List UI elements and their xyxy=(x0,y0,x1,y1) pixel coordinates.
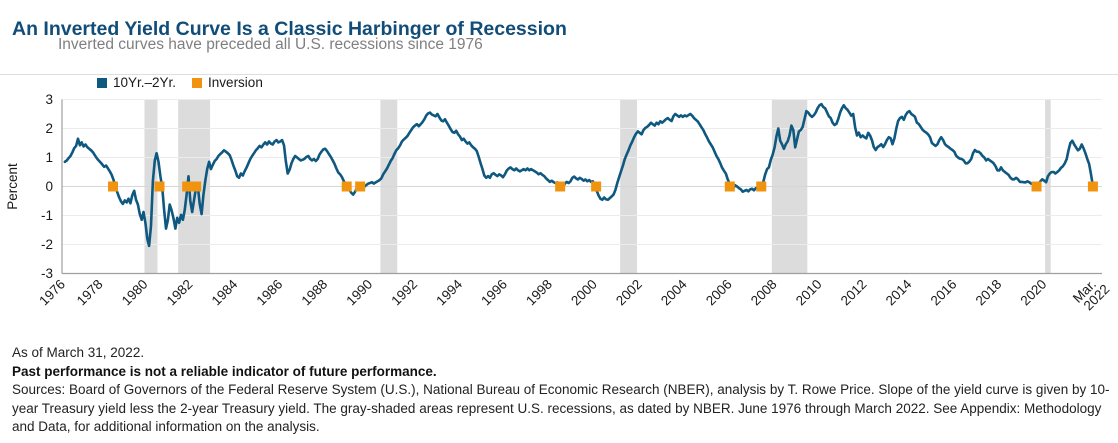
as-of-date: As of March 31, 2022. xyxy=(12,345,145,360)
inversion-marker xyxy=(191,181,202,192)
inversion-marker xyxy=(1087,181,1098,192)
y-tick-label: -2 xyxy=(41,237,53,252)
x-tick-label: 2018 xyxy=(973,277,1005,309)
inversion-marker xyxy=(154,181,165,192)
x-tick-label: 1992 xyxy=(388,277,420,309)
y-tick-label: -3 xyxy=(41,266,53,281)
x-tick-label: 2020 xyxy=(1018,277,1050,309)
x-tick-label: 1982 xyxy=(164,277,196,309)
inversion-marker xyxy=(355,181,366,192)
y-tick-label: 3 xyxy=(45,92,53,107)
x-tick-label: 2010 xyxy=(793,277,825,309)
page-subtitle: Inverted curves have preceded all U.S. r… xyxy=(58,36,483,53)
inversion-swatch-icon xyxy=(192,77,203,88)
x-tick-label: 1984 xyxy=(209,276,241,308)
x-tick-label: 1976 xyxy=(36,277,68,309)
x-tick-label: 2016 xyxy=(928,277,960,309)
x-tick-label: 1980 xyxy=(119,277,151,309)
x-tick-label: 2012 xyxy=(838,277,870,309)
x-tick-label: 1998 xyxy=(523,277,555,309)
spread-line-series xyxy=(63,102,1095,248)
inversion-marker xyxy=(591,181,602,192)
x-tick-label: 2004 xyxy=(658,276,690,308)
x-tick-label: 1990 xyxy=(343,277,375,309)
x-tick-label: 1978 xyxy=(74,277,106,309)
x-tick-label: 1994 xyxy=(433,276,465,308)
y-tick-label: 0 xyxy=(45,179,53,194)
inversion-marker xyxy=(555,181,566,192)
y-tick-label: -1 xyxy=(41,208,53,223)
x-tick-label-final: Mar.2022 xyxy=(1070,272,1113,315)
inversion-marker xyxy=(182,181,193,192)
y-tick-label: 1 xyxy=(45,150,53,165)
legend-series-label: 10Yr.–2Yr. xyxy=(113,75,177,90)
x-tick-label: 1996 xyxy=(478,277,510,309)
inversion-marker xyxy=(108,181,119,192)
x-tick-label: 1986 xyxy=(254,277,286,309)
y-tick-label: 2 xyxy=(45,121,53,136)
x-tick-label: 2002 xyxy=(613,277,645,309)
x-tick-label: 2008 xyxy=(748,277,780,309)
x-tick-label: 2000 xyxy=(568,277,600,309)
inversion-marker xyxy=(756,181,767,192)
x-tick-label: 2006 xyxy=(703,277,735,309)
chart-top-rule xyxy=(0,74,1118,75)
legend-inversion-label: Inversion xyxy=(208,75,263,90)
page-title: An Inverted Yield Curve Is a Classic Har… xyxy=(12,18,567,41)
chart-legend: 10Yr.–2Yr. Inversion xyxy=(97,75,263,90)
inversion-marker xyxy=(1031,181,1042,192)
legend-item-inversion: Inversion xyxy=(192,75,263,90)
inversion-marker xyxy=(341,181,352,192)
x-tick-label: 1988 xyxy=(298,277,330,309)
series-swatch-icon xyxy=(97,77,107,88)
legend-item-series: 10Yr.–2Yr. xyxy=(97,75,176,90)
y-axis-title: Percent xyxy=(5,163,20,210)
x-tick-label: 2014 xyxy=(883,276,915,308)
performance-disclaimer: Past performance is not a reliable indic… xyxy=(12,363,437,379)
inversion-marker xyxy=(724,181,735,192)
chart-footnotes: As of March 31, 2022. Past performance i… xyxy=(12,344,1110,437)
sources-note: Sources: Board of Governors of the Feder… xyxy=(12,382,1110,434)
